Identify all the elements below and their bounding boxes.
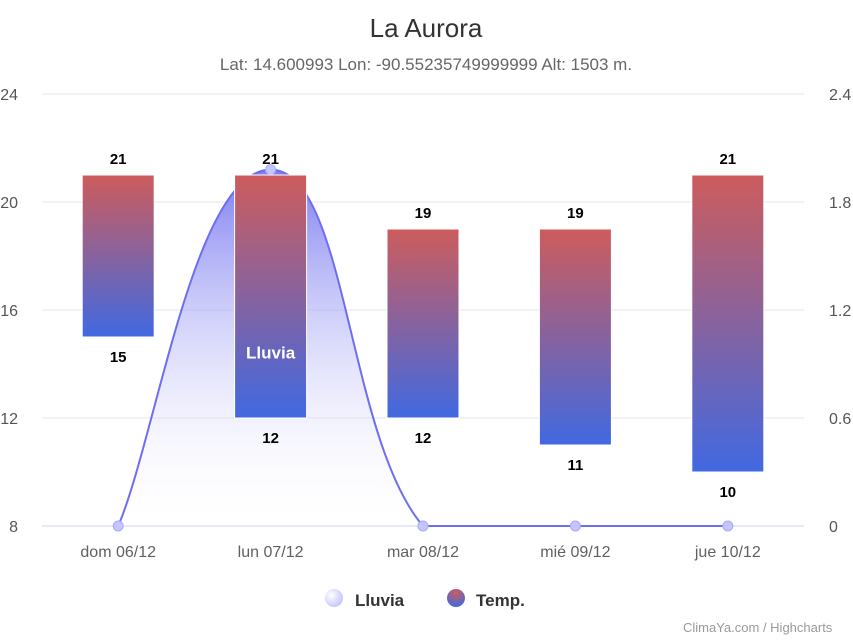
temp-high-label-4: 21 bbox=[719, 151, 736, 168]
temp-bar-4[interactable] bbox=[691, 174, 765, 473]
x-axis-tick: mié 09/12 bbox=[540, 544, 610, 561]
x-axis-tick: jue 10/12 bbox=[694, 544, 761, 561]
credits[interactable]: ClimaYa.com / Highcharts bbox=[683, 620, 833, 635]
legend-item-lluvia[interactable]: Lluvia bbox=[325, 589, 405, 610]
temp-low-label-3: 11 bbox=[567, 457, 583, 474]
legend: Lluvia Temp. bbox=[325, 589, 525, 610]
temp-high-label-3: 19 bbox=[567, 205, 584, 222]
rain-point-2[interactable] bbox=[417, 520, 429, 532]
temp-axis-tick: 16 bbox=[0, 303, 18, 320]
legend-item-temp[interactable]: Temp. bbox=[447, 589, 525, 610]
temp-bar-3[interactable] bbox=[538, 228, 612, 446]
legend-temp-marker bbox=[447, 589, 465, 607]
rain-point-0[interactable] bbox=[112, 520, 124, 532]
rain-point-4[interactable] bbox=[722, 520, 734, 532]
temp-axis-tick: 12 bbox=[0, 411, 18, 428]
temp-bar-2[interactable] bbox=[386, 228, 460, 419]
legend-lluvia-marker bbox=[325, 589, 343, 607]
temp-axis-tick: 24 bbox=[0, 87, 18, 104]
temp-high-label-0: 21 bbox=[110, 151, 127, 168]
temp-low-label-2: 12 bbox=[415, 430, 432, 447]
rain-axis-tick: 1.8 bbox=[829, 195, 851, 212]
temp-series bbox=[81, 174, 765, 473]
x-axis-tick: lun 07/12 bbox=[238, 544, 304, 561]
chart-subtitle: Lat: 14.600993 Lon: -90.55235749999999 A… bbox=[220, 55, 632, 74]
rain-axis-labels: 0 0.6 1.2 1.8 2.4 bbox=[829, 87, 851, 536]
x-axis-tick: mar 08/12 bbox=[387, 544, 459, 561]
legend-temp-label: Temp. bbox=[476, 591, 525, 610]
rain-line bbox=[117, 168, 728, 528]
legend-lluvia-label: Lluvia bbox=[355, 591, 405, 610]
data-labels: 21 15 21 12 19 12 19 11 21 10 Lluvia bbox=[110, 151, 736, 501]
temp-axis-tick: 20 bbox=[0, 195, 18, 212]
temp-axis-labels: 8 12 16 20 24 bbox=[0, 87, 18, 536]
temp-axis-tick: 8 bbox=[9, 519, 18, 536]
temp-low-label-1: 12 bbox=[262, 430, 279, 447]
rain-series-label: Lluvia bbox=[246, 344, 296, 363]
temp-low-label-4: 10 bbox=[719, 484, 736, 501]
rain-axis-tick: 0.6 bbox=[829, 411, 851, 428]
x-axis-labels: dom 06/12 lun 07/12 mar 08/12 mié 09/12 jue … bbox=[80, 544, 760, 561]
temp-bar-1[interactable] bbox=[234, 174, 308, 419]
chart-title: La Aurora bbox=[370, 13, 483, 43]
x-axis-tick: dom 06/12 bbox=[80, 544, 156, 561]
temp-low-label-0: 15 bbox=[110, 349, 127, 366]
temp-high-label-2: 19 bbox=[415, 205, 432, 222]
rain-axis-tick: 2.4 bbox=[829, 87, 851, 104]
rain-point-3[interactable] bbox=[569, 520, 581, 532]
temp-bar-0[interactable] bbox=[81, 174, 155, 338]
rain-axis-tick: 1.2 bbox=[829, 303, 851, 320]
temp-high-label-1: 21 bbox=[262, 151, 279, 168]
rain-axis-tick: 0 bbox=[829, 519, 838, 536]
